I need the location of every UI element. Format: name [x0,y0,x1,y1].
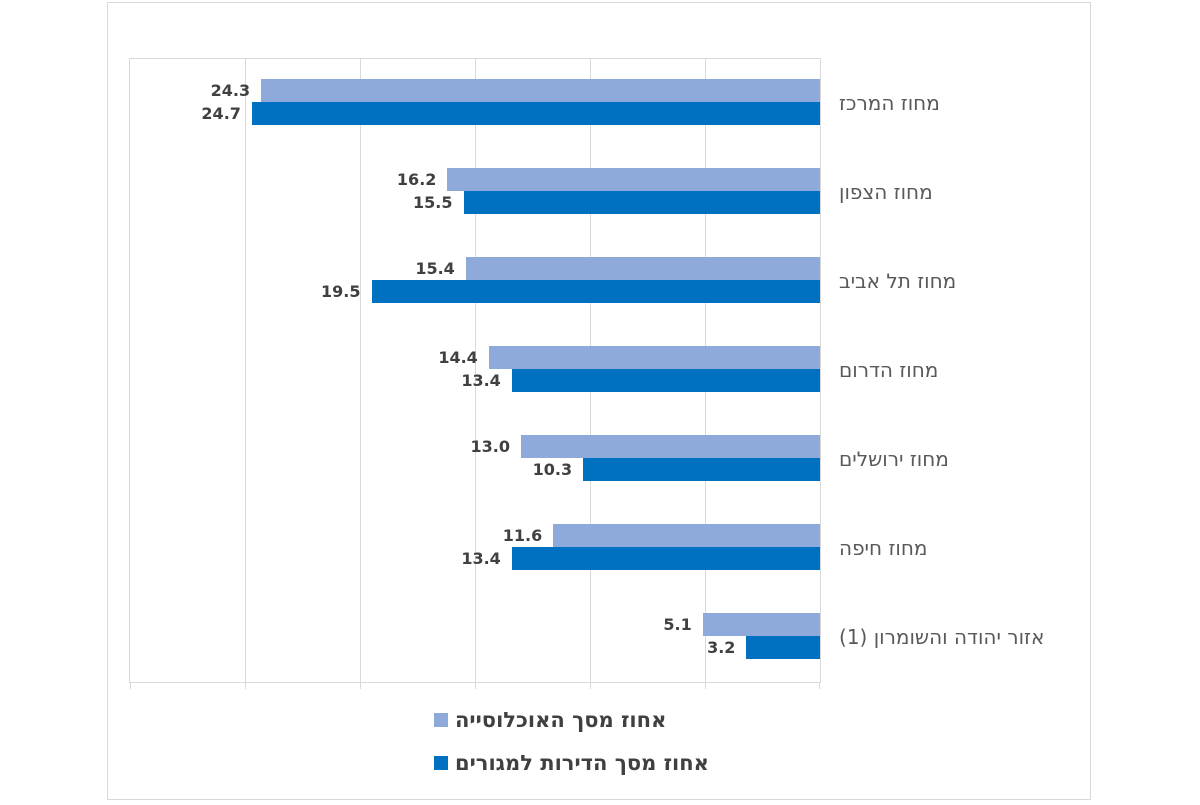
bar-population [465,257,820,280]
bar-dwellings [746,636,820,659]
category-label: מחוז המרכז [839,90,940,115]
legend-item-population: אחוז מסך האוכלוסייה [434,703,709,737]
value-label-population: 24.3 [210,81,251,100]
value-label-dwellings: 19.5 [321,282,361,301]
axis-tick [245,683,246,689]
value-label-dwellings: 15.5 [413,193,453,212]
bar-dwellings [511,369,820,392]
category-label: מחוז תל אביב [839,268,957,293]
axis-tick [590,683,591,689]
gridline [245,59,246,682]
bar-population [447,168,820,191]
category-row: מחוז חיפה [839,503,1191,592]
legend-swatch-dwellings [434,756,448,770]
bar-population [702,613,820,636]
bar-population [553,524,820,547]
bar-dwellings [511,547,820,570]
axis-tick [819,683,820,689]
value-label-population: 5.1 [663,615,692,634]
plot-area: 24.3 24.7 16.2 15.5 15.4 19.5 14.4 13.4 13.0 10.3… [129,58,821,689]
category-row: מחוז תל אביב [839,236,1191,325]
value-label-population: 16.2 [396,170,437,189]
axis-tick [705,683,706,689]
gridline [475,59,476,682]
category-label: מחוז חיפה [839,535,928,560]
value-label-population: 11.6 [502,526,543,545]
axis-tick [360,683,361,689]
category-label: אזור יהודה והשומרון (1) [839,624,1045,649]
value-label-population: 13.0 [470,437,510,456]
category-label: מחוז הצפון [839,179,933,204]
category-row: מחוז ירושלים [839,414,1191,503]
legend-swatch-population [434,713,448,727]
category-row: אזור יהודה והשומרון (1) [839,592,1191,681]
chart-frame: 24.3 24.7 16.2 15.5 15.4 19.5 14.4 13.4 13.0 10.3… [107,2,1091,800]
bar-dwellings [583,458,820,481]
bar-dwellings [463,191,820,214]
bar-dwellings [371,280,820,303]
value-label-dwellings: 3.2 [707,638,736,657]
value-label-dwellings: 13.4 [461,371,501,390]
bar-population [488,346,820,369]
legend-label-population: אחוז מסך האוכלוסייה [455,708,667,732]
value-label-dwellings: 10.3 [532,460,573,479]
bar-population [521,435,820,458]
bar-dwellings [251,102,820,125]
legend-item-dwellings: אחוז מסך הדירות למגורים [434,746,709,780]
category-row: מחוז הצפון [839,147,1191,236]
value-label-population: 15.4 [415,259,455,278]
value-label-dwellings: 13.4 [461,549,501,568]
legend-label-dwellings: אחוז מסך הדירות למגורים [455,751,709,775]
category-axis: מחוז המרכז מחוז הצפון מחוז תל אביב מחוז הדר… [839,58,1191,681]
legend: אחוז מסך האוכלוסייה אחוז מסך הדירות למגור… [434,703,709,780]
value-label-population: 14.4 [438,348,478,367]
category-label: מחוז ירושלים [839,446,949,471]
category-row: מחוז הדרום [839,325,1191,414]
axis-tick [130,683,131,689]
category-label: מחוז הדרום [839,357,939,382]
bar-population [261,79,820,102]
category-row: מחוז המרכז [839,58,1191,147]
axis-tick [475,683,476,689]
gridline [360,59,361,682]
value-label-dwellings: 24.7 [201,104,241,123]
